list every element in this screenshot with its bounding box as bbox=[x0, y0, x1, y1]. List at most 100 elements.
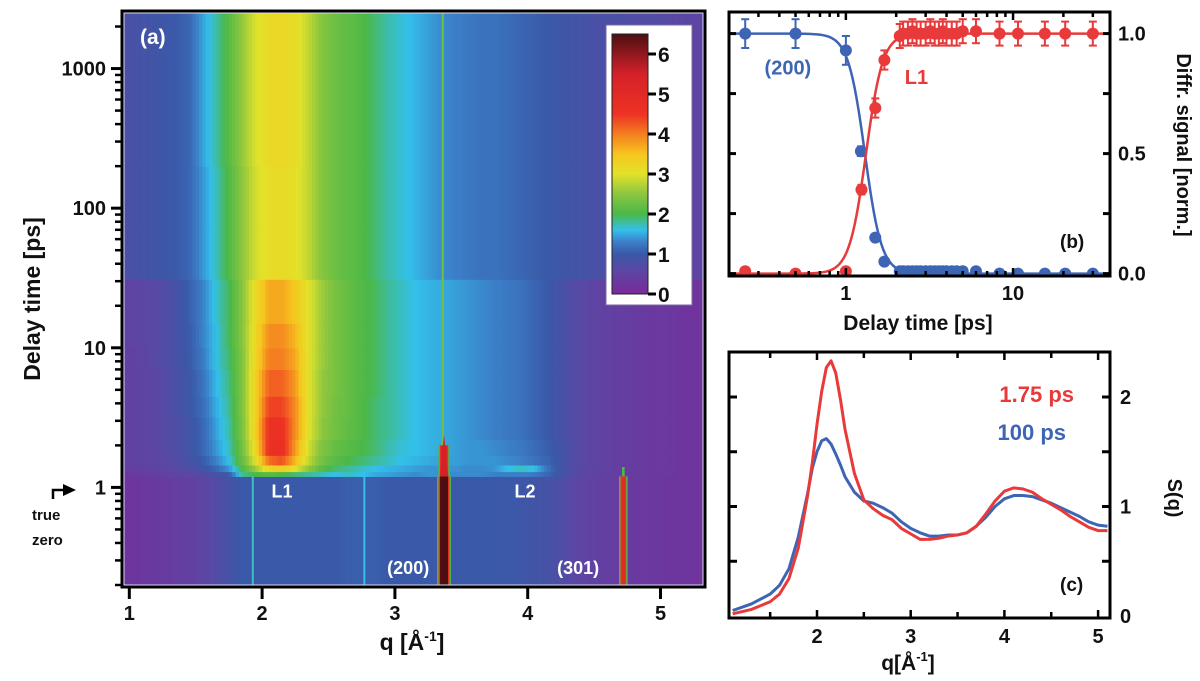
heatmap-cell bbox=[514, 439, 519, 456]
heatmap-cell bbox=[680, 396, 685, 418]
heatmap-cell bbox=[554, 369, 559, 397]
heatmap-cell bbox=[205, 347, 210, 371]
heatmap-cell bbox=[527, 416, 532, 441]
heatmap-cell bbox=[238, 396, 243, 418]
heatmap-cell bbox=[142, 13, 147, 167]
heatmap-cell bbox=[511, 347, 516, 371]
heatmap-cell bbox=[238, 229, 243, 280]
heatmap-cell bbox=[428, 166, 433, 231]
heatmap-cell bbox=[291, 166, 296, 231]
heatmap-cell bbox=[567, 439, 572, 456]
heatmap-cell bbox=[272, 476, 276, 585]
heatmap-cell bbox=[670, 476, 675, 585]
heatmap-cell bbox=[623, 347, 628, 371]
heatmap-cell bbox=[580, 347, 585, 371]
heatmap-cell bbox=[431, 279, 436, 324]
heatmap-cell bbox=[262, 369, 267, 397]
heatmap-cell bbox=[700, 279, 703, 324]
heatmap-cell bbox=[169, 166, 174, 231]
heatmap-cell bbox=[570, 13, 575, 167]
heatmap-cell bbox=[199, 323, 203, 349]
heatmap-cell bbox=[411, 455, 416, 466]
heatmap-cell bbox=[457, 166, 462, 231]
heatmap-cell bbox=[600, 347, 605, 371]
heatmap-cell bbox=[348, 439, 353, 456]
heatmap-cell bbox=[391, 13, 396, 167]
heatmap-cell bbox=[404, 347, 409, 371]
heatmap-cell bbox=[155, 13, 160, 167]
heatmap-cell bbox=[169, 416, 174, 441]
panel-c-x-title-q: q[Å bbox=[881, 651, 916, 675]
heatmap-cell bbox=[321, 166, 326, 231]
heatmap-cell bbox=[607, 323, 612, 349]
heatmap-cell bbox=[481, 439, 486, 456]
heatmap-cell bbox=[245, 166, 250, 231]
heatmap-cell bbox=[461, 13, 466, 167]
heatmap-cell bbox=[301, 229, 306, 280]
heatmap-cell bbox=[554, 471, 559, 477]
heatmap-cell bbox=[132, 471, 137, 477]
heatmap-cell bbox=[265, 471, 270, 477]
heatmap-cell bbox=[215, 416, 220, 441]
heatmap-cell bbox=[527, 347, 532, 371]
heatmap-cell bbox=[202, 229, 207, 280]
heatmap-cell bbox=[152, 471, 157, 477]
heatmap-cell bbox=[620, 347, 625, 371]
heatmap-cell bbox=[431, 455, 436, 466]
heatmap-cell bbox=[288, 13, 293, 167]
heatmap-cell bbox=[325, 323, 330, 349]
heatmap-cell bbox=[653, 323, 658, 349]
heatmap-cell bbox=[185, 279, 190, 324]
heatmap-cell bbox=[408, 166, 413, 231]
heatmap-cell bbox=[315, 455, 320, 466]
heatmap-cell bbox=[298, 476, 303, 585]
heatmap-cell bbox=[355, 279, 359, 324]
heatmap-cell bbox=[451, 166, 456, 231]
heatmap-cell bbox=[607, 476, 612, 585]
heatmap-cell bbox=[587, 476, 592, 585]
heatmap-cell bbox=[627, 396, 632, 418]
heatmap-cell bbox=[584, 13, 589, 167]
heatmap-cell bbox=[308, 347, 313, 371]
heatmap-cell bbox=[683, 439, 688, 456]
heatmap-cell bbox=[185, 396, 190, 418]
heatmap-cell bbox=[680, 471, 685, 477]
heatmap-cell bbox=[291, 369, 296, 397]
heatmap-cell bbox=[179, 369, 184, 397]
heatmap-cell bbox=[677, 347, 682, 371]
heatmap-cell bbox=[673, 416, 678, 441]
heatmap-cell bbox=[544, 476, 549, 585]
heatmap-cell bbox=[408, 323, 413, 349]
heatmap-cell bbox=[584, 369, 589, 397]
heatmap-cell bbox=[175, 455, 180, 466]
heatmap-cell bbox=[491, 13, 496, 167]
heatmap-cell bbox=[511, 396, 516, 418]
heatmap-cell bbox=[477, 279, 482, 324]
heatmap-cell bbox=[275, 476, 280, 585]
heatmap-cell bbox=[335, 416, 340, 441]
heatmap-cell bbox=[345, 279, 350, 324]
heatmap-cell bbox=[295, 439, 300, 456]
heatmap-cell bbox=[232, 476, 237, 585]
heatmap-cell bbox=[361, 464, 366, 473]
heatmap-cell bbox=[132, 455, 137, 466]
heatmap-cell bbox=[408, 347, 413, 371]
heatmap-cell bbox=[331, 369, 336, 397]
heatmap-cell bbox=[418, 13, 423, 167]
heatmap-cell bbox=[192, 476, 197, 585]
heatmap-cell bbox=[185, 476, 190, 585]
heatmap-cell bbox=[238, 166, 243, 231]
heatmap-cell bbox=[680, 416, 685, 441]
heatmap-cell bbox=[461, 279, 466, 324]
heatmap-cell bbox=[391, 323, 396, 349]
heatmap-cell bbox=[461, 476, 466, 585]
heatmap-cell bbox=[677, 439, 682, 456]
heatmap-cell bbox=[577, 323, 582, 349]
heatmap-cell bbox=[597, 279, 602, 324]
heatmap-cell bbox=[155, 464, 160, 473]
heatmap-cell bbox=[693, 464, 698, 473]
heatmap-cell bbox=[570, 229, 575, 280]
heatmap-cell bbox=[268, 229, 273, 280]
heatmap-cell bbox=[454, 323, 459, 349]
